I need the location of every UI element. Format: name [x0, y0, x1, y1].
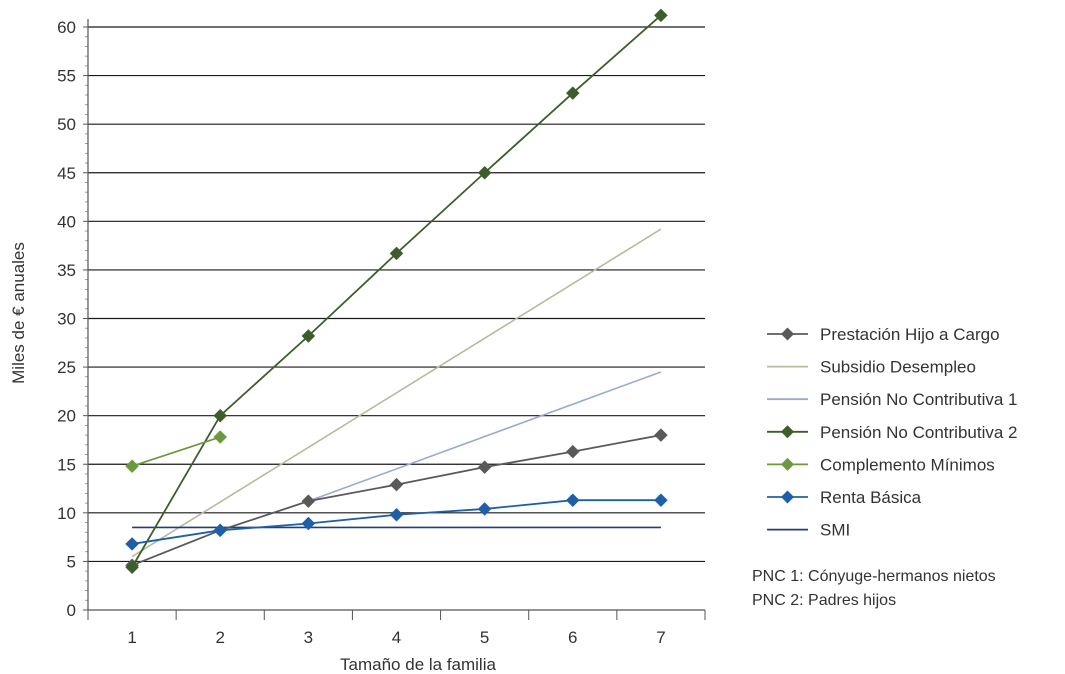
data-point	[654, 428, 668, 442]
data-point	[565, 493, 580, 508]
y-tick-label: 5	[67, 552, 76, 571]
data-point	[301, 494, 316, 509]
legend-label: Pensión No Contributiva 1	[820, 390, 1018, 409]
data-point	[125, 537, 139, 551]
legend-label: Pensión No Contributiva 2	[820, 423, 1018, 442]
y-tick-label: 45	[57, 164, 76, 183]
data-point	[565, 86, 580, 100]
x-axis-title: Tamaño de la familia	[340, 655, 496, 674]
data-point	[565, 444, 580, 459]
legend-item-subsidio-desempleo: Subsidio Desempleo	[767, 358, 976, 377]
y-tick-label: 60	[57, 18, 76, 37]
x-tick-label: 5	[480, 628, 489, 647]
y-tick-label: 30	[57, 310, 76, 329]
series-line	[131, 228, 662, 558]
legend-swatch-marker	[781, 490, 794, 504]
y-tick-label: 10	[57, 504, 76, 523]
series-renta-basica	[125, 493, 668, 551]
x-tick-label: 1	[127, 628, 136, 647]
series-pension-no-contributiva-2	[125, 8, 668, 575]
data-point	[301, 516, 316, 531]
series-subsidio-desempleo	[131, 228, 662, 558]
series-line	[308, 371, 662, 502]
legend-note-pnc1: PNC 1: Cónyuge-hermanos nietos	[752, 568, 996, 585]
series-pension-no-contributiva-1	[308, 371, 662, 502]
data-point	[213, 523, 228, 538]
x-tick-label: 4	[392, 628, 401, 647]
data-point	[301, 329, 316, 343]
data-point	[654, 8, 668, 23]
legend-swatch-marker	[781, 457, 794, 471]
data-point	[213, 408, 228, 423]
x-tick-label: 6	[568, 628, 577, 647]
data-point	[477, 460, 492, 475]
grid	[88, 26, 705, 563]
x-tick-label: 2	[215, 628, 224, 647]
legend-label: Complemento Mínimos	[820, 455, 995, 474]
data-point	[125, 560, 139, 575]
series	[125, 8, 668, 575]
series-complemento-minimos	[125, 430, 228, 474]
data-point	[477, 165, 492, 180]
legend-note-pnc2: PNC 2: Padres hijos	[752, 592, 896, 609]
legend-label: Prestación Hijo a Cargo	[820, 325, 1000, 344]
y-tick-label: 55	[57, 67, 76, 86]
legend-swatch-marker	[781, 327, 794, 341]
legend-item-pension-no-contributiva-1: Pensión No Contributiva 1	[767, 390, 1018, 409]
data-point	[654, 493, 668, 508]
legend: Prestación Hijo a Cargo Subsidio Desemple…	[767, 325, 1018, 540]
legend-item-pension-no-contributiva-2: Pensión No Contributiva 2	[767, 423, 1018, 442]
series-line	[131, 436, 221, 468]
legend-item-prestacion-hijo-a-cargo: Prestación Hijo a Cargo	[767, 325, 1000, 344]
data-point	[125, 459, 139, 474]
data-point	[389, 246, 404, 261]
y-tick-label: 35	[57, 261, 76, 280]
x-tick-label: 7	[656, 628, 665, 647]
data-point	[389, 507, 404, 522]
legend-label: Subsidio Desempleo	[820, 358, 976, 377]
data-point	[213, 430, 228, 444]
legend-label: SMI	[820, 521, 850, 540]
y-tick-label: 25	[57, 358, 76, 377]
data-point	[389, 477, 404, 492]
y-axis-title: Miles de € anuales	[9, 242, 28, 384]
data-point	[477, 502, 492, 516]
x-tick-label: 3	[304, 628, 313, 647]
legend-item-smi: SMI	[767, 521, 850, 540]
y-tick-label: 50	[57, 115, 76, 134]
y-tick-label: 15	[57, 455, 76, 474]
legend-item-complemento-minimos: Complemento Mínimos	[767, 455, 995, 474]
legend-label: Renta Básica	[820, 488, 922, 507]
legend-item-renta-basica: Renta Básica	[767, 488, 922, 507]
y-tick-label: 0	[67, 601, 76, 620]
legend-swatch-marker	[781, 425, 794, 439]
y-tick-label: 20	[57, 407, 76, 426]
y-tick-label: 40	[57, 212, 76, 231]
